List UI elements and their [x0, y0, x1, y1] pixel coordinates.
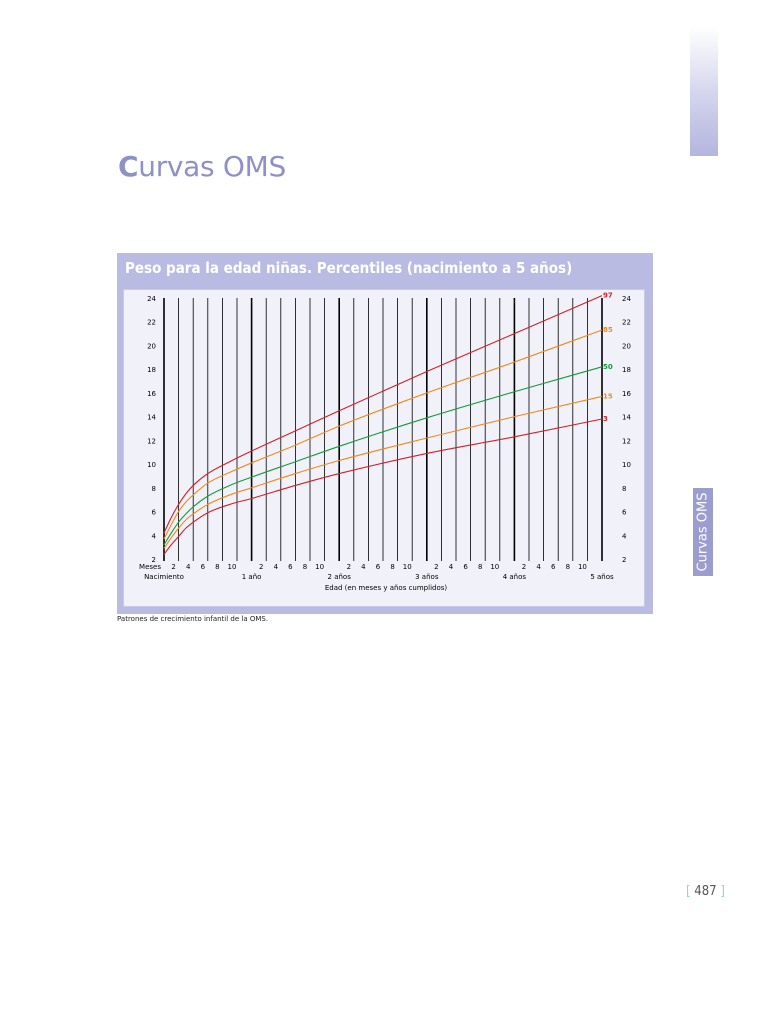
x-month-tick-label: 6: [288, 563, 293, 571]
x-month-tick-label: 8: [215, 563, 219, 571]
y-tick-label-left: 16: [147, 390, 156, 398]
side-section-label: Curvas OMS: [695, 492, 711, 572]
x-month-tick-label: 2: [259, 563, 263, 571]
y-tick-label-right: 2: [622, 556, 626, 564]
page-number-bracket-right: ]: [720, 884, 725, 899]
percentile-label-3: 3: [603, 415, 608, 423]
x-month-tick-label: 2: [434, 563, 438, 571]
x-month-tick-label: 8: [303, 563, 307, 571]
percentile-curve-3: [163, 418, 603, 555]
y-tick-label-right: 10: [622, 461, 631, 469]
x-month-tick-label: 4: [274, 563, 279, 571]
chart-panel: Peso para la edad niñas. Percentiles (na…: [117, 253, 653, 614]
x-month-tick-label: 10: [578, 563, 587, 571]
x-month-tick-label: 10: [490, 563, 499, 571]
x-month-tick-label: 2: [171, 563, 175, 571]
side-section-tab: Curvas OMS: [693, 488, 713, 576]
figure-caption: Patrones de crecimiento infantil de la O…: [117, 615, 269, 623]
x-year-label: 4 años: [503, 573, 527, 581]
page-title-rest: urvas OMS: [138, 150, 286, 183]
y-tick-label-right: 18: [622, 366, 631, 374]
page-title: Curvas OMS: [118, 150, 286, 183]
y-tick-label-right: 22: [622, 319, 631, 327]
x-axis-title: Edad (en meses y años cumplidos): [325, 584, 448, 592]
page-number: [ 487 ]: [686, 884, 725, 899]
x-month-tick-label: 8: [566, 563, 570, 571]
y-tick-label-left: 14: [147, 414, 156, 422]
x-unit-label: Meses: [139, 563, 161, 571]
x-month-tick-label: 2: [522, 563, 526, 571]
page-title-initial: C: [118, 150, 139, 183]
y-tick-label-right: 12: [622, 437, 631, 445]
percentile-curve-85: [163, 329, 603, 540]
y-tick-label-left: 24: [147, 295, 156, 303]
percentile-curve-50: [163, 366, 603, 546]
x-year-label: Nacimiento: [144, 573, 184, 581]
y-tick-label-left: 8: [152, 485, 156, 493]
y-tick-label-right: 16: [622, 390, 631, 398]
percentile-label-15: 15: [603, 392, 613, 400]
y-tick-label-left: 6: [152, 509, 157, 517]
percentile-label-97: 97: [603, 292, 613, 300]
y-tick-label-left: 20: [147, 342, 156, 350]
x-month-tick-label: 6: [376, 563, 381, 571]
y-tick-label-left: 22: [147, 319, 156, 327]
page-number-bracket-left: [: [686, 884, 691, 899]
x-year-label: 5 años: [590, 573, 614, 581]
y-tick-label-right: 24: [622, 295, 631, 303]
x-month-tick-label: 4: [186, 563, 191, 571]
y-tick-label-right: 6: [622, 509, 627, 517]
x-month-tick-label: 8: [390, 563, 394, 571]
x-month-tick-label: 6: [463, 563, 468, 571]
y-tick-label-left: 10: [147, 461, 156, 469]
x-month-tick-label: 6: [551, 563, 556, 571]
chart-title: Peso para la edad niñas. Percentiles (na…: [125, 259, 573, 277]
x-month-tick-label: 8: [478, 563, 482, 571]
percentile-curve-97: [163, 295, 603, 534]
x-month-tick-label: 4: [449, 563, 454, 571]
x-year-label: 2 años: [328, 573, 352, 581]
y-tick-label-right: 4: [622, 532, 627, 540]
x-month-tick-label: 10: [315, 563, 324, 571]
x-month-tick-label: 10: [403, 563, 412, 571]
y-tick-label-right: 14: [622, 414, 631, 422]
y-tick-label-left: 18: [147, 366, 156, 374]
percentile-label-85: 85: [603, 326, 613, 334]
y-tick-label-left: 4: [152, 532, 157, 540]
y-tick-label-right: 20: [622, 342, 631, 350]
x-month-tick-label: 6: [201, 563, 206, 571]
top-decorative-tab: [690, 26, 718, 156]
page-number-value: 487: [690, 884, 721, 899]
chart-area: 2 2 4 4 6 6 8 8 10 10 12 12 14 14 16 16 18 18 20 20 22 22 24 24…: [123, 289, 645, 607]
x-month-tick-label: 4: [536, 563, 541, 571]
percentile-label-50: 50: [603, 363, 613, 371]
percentile-curve-15: [163, 395, 603, 549]
x-month-tick-label: 10: [228, 563, 237, 571]
x-year-label: 3 años: [415, 573, 439, 581]
x-month-tick-label: 4: [361, 563, 366, 571]
x-year-label: 1 año: [242, 573, 262, 581]
y-tick-label-left: 2: [152, 556, 156, 564]
y-tick-label-right: 8: [622, 485, 626, 493]
x-month-tick-label: 2: [347, 563, 351, 571]
y-tick-label-left: 12: [147, 437, 156, 445]
